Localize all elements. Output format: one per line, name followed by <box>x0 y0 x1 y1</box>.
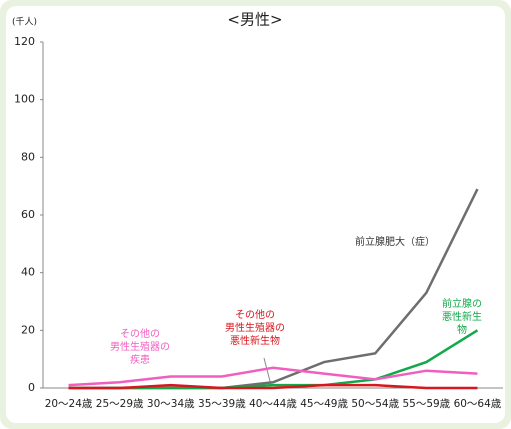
leader-line <box>263 357 272 386</box>
y-unit: (千人) <box>12 17 37 28</box>
x-tick-label: 30～34歳 <box>147 398 195 410</box>
panel <box>6 6 505 423</box>
x-tick-label: 35～39歳 <box>198 398 246 410</box>
x-tick-label: 60～64歳 <box>454 398 502 410</box>
series-label: その他の 男性生殖器の 悪性新生物 <box>225 310 285 347</box>
x-tick-label: 50～54歳 <box>351 398 399 410</box>
y-tick-label: 20 <box>21 323 35 336</box>
series-line <box>68 383 478 390</box>
x-tick-label: 45～49歳 <box>300 398 348 410</box>
y-tick-label: 80 <box>21 150 35 163</box>
series-line <box>68 366 478 387</box>
series-label: 前立腺肥大（症） <box>355 237 435 248</box>
series-label: 前立腺の 悪性新生物 <box>442 299 482 336</box>
y-tick-label: 120 <box>14 35 35 48</box>
y-tick-label: 40 <box>21 266 35 279</box>
x-tick-label: 20～24歳 <box>45 398 93 410</box>
y-tick-label: 100 <box>14 93 35 106</box>
x-tick-label: 55～59歳 <box>402 398 450 410</box>
series-label: その他の 男性生殖器の 疾患 <box>110 329 170 366</box>
y-tick-label: 0 <box>28 381 35 394</box>
x-tick-label: 40～44歳 <box>249 398 297 410</box>
y-tick-label: 60 <box>21 208 35 221</box>
chart-title: <男性> <box>227 11 282 29</box>
x-tick-label: 25～29歳 <box>96 398 144 410</box>
